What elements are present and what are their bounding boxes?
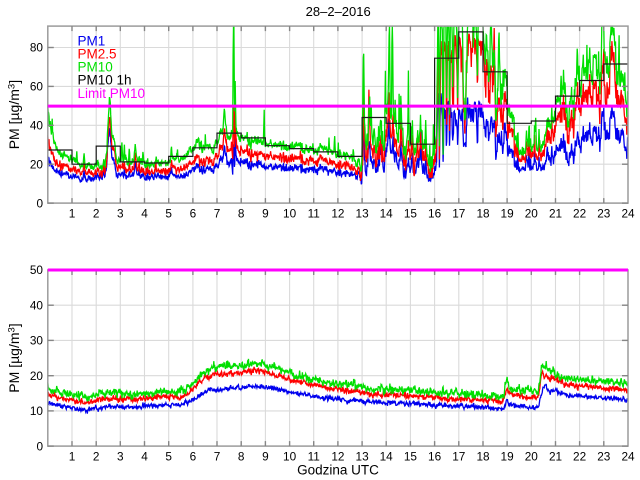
svg-text:9: 9 <box>262 207 269 221</box>
svg-text:PM10: PM10 <box>78 60 113 75</box>
svg-text:5: 5 <box>165 207 172 221</box>
svg-text:7: 7 <box>214 450 221 464</box>
svg-text:40: 40 <box>30 119 44 133</box>
svg-text:17: 17 <box>452 207 465 221</box>
svg-text:11: 11 <box>308 450 320 464</box>
svg-text:Limit PM10: Limit PM10 <box>78 86 146 101</box>
svg-text:PM10 1h: PM10 1h <box>78 73 132 88</box>
svg-text:0: 0 <box>36 196 43 210</box>
svg-text:18: 18 <box>476 207 490 221</box>
svg-text:20: 20 <box>525 207 539 221</box>
svg-text:20: 20 <box>30 369 44 383</box>
svg-text:13: 13 <box>356 207 370 221</box>
svg-text:1: 1 <box>69 450 76 464</box>
svg-text:5: 5 <box>165 450 172 464</box>
svg-text:12: 12 <box>331 207 344 221</box>
svg-text:3: 3 <box>117 207 124 221</box>
svg-text:15: 15 <box>404 450 418 464</box>
svg-text:20: 20 <box>525 450 539 464</box>
svg-text:10: 10 <box>30 404 44 418</box>
svg-text:2: 2 <box>93 450 100 464</box>
svg-text:0: 0 <box>36 439 43 453</box>
svg-text:6: 6 <box>190 207 197 221</box>
svg-text:23: 23 <box>597 450 611 464</box>
svg-text:80: 80 <box>30 41 44 55</box>
svg-text:50: 50 <box>30 263 44 277</box>
svg-text:23: 23 <box>597 207 611 221</box>
svg-text:22: 22 <box>573 450 586 464</box>
svg-text:8: 8 <box>238 450 245 464</box>
svg-text:Godzina UTC: Godzina UTC <box>297 463 379 478</box>
svg-text:13: 13 <box>356 450 370 464</box>
svg-text:21: 21 <box>549 207 562 221</box>
svg-text:2: 2 <box>93 207 100 221</box>
svg-text:19: 19 <box>501 450 514 464</box>
svg-text:14: 14 <box>380 450 394 464</box>
svg-text:10: 10 <box>283 207 297 221</box>
svg-text:PM1: PM1 <box>78 33 106 48</box>
svg-text:4: 4 <box>141 450 148 464</box>
svg-text:60: 60 <box>30 80 44 94</box>
svg-text:7: 7 <box>214 207 221 221</box>
svg-text:4: 4 <box>141 207 148 221</box>
svg-text:8: 8 <box>238 207 245 221</box>
svg-text:PM2.5: PM2.5 <box>78 47 117 62</box>
svg-text:19: 19 <box>501 207 514 221</box>
svg-text:22: 22 <box>573 207 586 221</box>
svg-text:30: 30 <box>30 334 44 348</box>
svg-text:40: 40 <box>30 298 44 312</box>
svg-text:9: 9 <box>262 450 269 464</box>
svg-text:1: 1 <box>69 207 76 221</box>
svg-text:16: 16 <box>428 450 442 464</box>
svg-text:14: 14 <box>380 207 394 221</box>
svg-text:16: 16 <box>428 207 442 221</box>
svg-text:PM [µg/m3]: PM [µg/m3] <box>6 323 22 392</box>
svg-text:24: 24 <box>621 450 635 464</box>
svg-text:10: 10 <box>283 450 297 464</box>
svg-text:3: 3 <box>117 450 124 464</box>
svg-text:21: 21 <box>549 450 562 464</box>
svg-text:24: 24 <box>621 207 635 221</box>
svg-text:11: 11 <box>308 207 320 221</box>
svg-text:28–2–2016: 28–2–2016 <box>306 4 371 19</box>
svg-text:15: 15 <box>404 207 418 221</box>
svg-text:20: 20 <box>30 157 44 171</box>
svg-text:17: 17 <box>452 450 465 464</box>
svg-text:12: 12 <box>331 450 344 464</box>
svg-text:6: 6 <box>190 450 197 464</box>
svg-text:18: 18 <box>476 450 490 464</box>
svg-text:PM [µg/m3]: PM [µg/m3] <box>6 80 22 149</box>
